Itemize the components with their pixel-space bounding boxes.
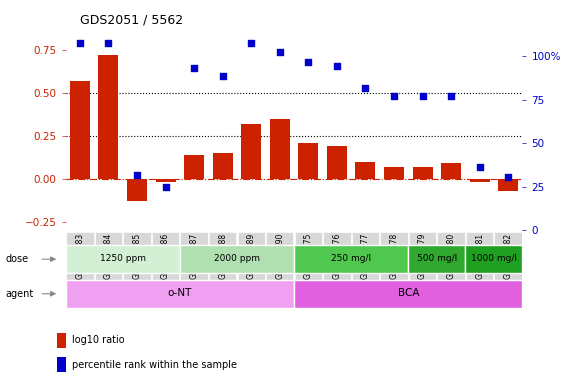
FancyBboxPatch shape [180,245,294,273]
FancyBboxPatch shape [465,245,522,273]
Bar [99,55,119,179]
Bar [155,179,176,182]
FancyBboxPatch shape [152,232,179,285]
Point [304,59,313,65]
Point [75,40,85,46]
Text: GSM105784: GSM105784 [104,233,113,279]
FancyBboxPatch shape [409,232,436,285]
Text: GSM105782: GSM105782 [504,233,513,279]
FancyBboxPatch shape [66,232,94,285]
Text: GSM105777: GSM105777 [361,233,370,279]
Text: GSM105786: GSM105786 [161,233,170,279]
Bar [57,357,66,372]
Text: GDS2051 / 5562: GDS2051 / 5562 [80,13,183,26]
FancyBboxPatch shape [466,232,493,285]
Bar [184,155,204,179]
Text: 1250 ppm: 1250 ppm [100,254,146,263]
FancyBboxPatch shape [95,232,122,285]
Text: GSM105783: GSM105783 [75,233,85,279]
Text: GSM105785: GSM105785 [132,233,142,279]
FancyBboxPatch shape [323,232,351,285]
Point [504,174,513,180]
Bar [412,167,433,179]
FancyBboxPatch shape [266,232,293,285]
Bar [213,153,233,179]
Text: 250 mg/l: 250 mg/l [331,254,371,263]
Point [104,40,113,46]
Point [389,93,399,99]
Bar [498,179,518,191]
Text: GSM105775: GSM105775 [304,233,313,279]
Text: 1000 mg/l: 1000 mg/l [471,254,517,263]
Point [132,172,142,178]
Point [447,93,456,99]
FancyBboxPatch shape [295,232,322,285]
Text: GSM105778: GSM105778 [389,233,399,279]
Text: GSM105776: GSM105776 [332,233,341,279]
Text: 2000 ppm: 2000 ppm [214,254,260,263]
Text: GSM105780: GSM105780 [447,233,456,279]
Text: GSM105779: GSM105779 [418,233,427,279]
Bar [127,179,147,201]
Bar [470,179,490,182]
FancyBboxPatch shape [66,280,294,308]
Point [475,164,484,170]
Bar [241,124,262,179]
Bar [355,162,375,179]
Text: dose: dose [6,254,29,264]
Point [332,63,341,70]
FancyBboxPatch shape [66,245,180,273]
Text: GSM105789: GSM105789 [247,233,256,279]
Text: GSM105788: GSM105788 [218,233,227,279]
Bar [441,163,461,179]
FancyBboxPatch shape [123,232,151,285]
FancyBboxPatch shape [238,232,265,285]
Bar [57,333,66,348]
Bar [270,119,290,179]
Text: GSM105790: GSM105790 [275,233,284,279]
Text: percentile rank within the sample: percentile rank within the sample [72,359,237,369]
FancyBboxPatch shape [494,232,522,285]
Point [190,65,199,71]
FancyBboxPatch shape [408,245,465,273]
Point [275,50,284,56]
Text: o-NT: o-NT [168,288,192,298]
Text: agent: agent [6,289,34,299]
FancyBboxPatch shape [352,232,379,285]
Text: GSM105787: GSM105787 [190,233,199,279]
Bar [70,81,90,179]
Point [418,93,427,99]
Text: log10 ratio: log10 ratio [72,335,125,345]
Text: BCA: BCA [397,288,419,298]
FancyBboxPatch shape [180,232,208,285]
Point [218,73,227,79]
Point [161,184,170,190]
FancyBboxPatch shape [209,232,236,285]
Text: GSM105781: GSM105781 [475,233,484,279]
Bar [299,143,319,179]
Bar [384,167,404,179]
FancyBboxPatch shape [380,232,408,285]
FancyBboxPatch shape [437,232,465,285]
Point [247,40,256,46]
FancyBboxPatch shape [294,280,522,308]
Point [361,85,370,91]
Text: 500 mg/l: 500 mg/l [417,254,457,263]
Bar [327,146,347,179]
FancyBboxPatch shape [294,245,408,273]
